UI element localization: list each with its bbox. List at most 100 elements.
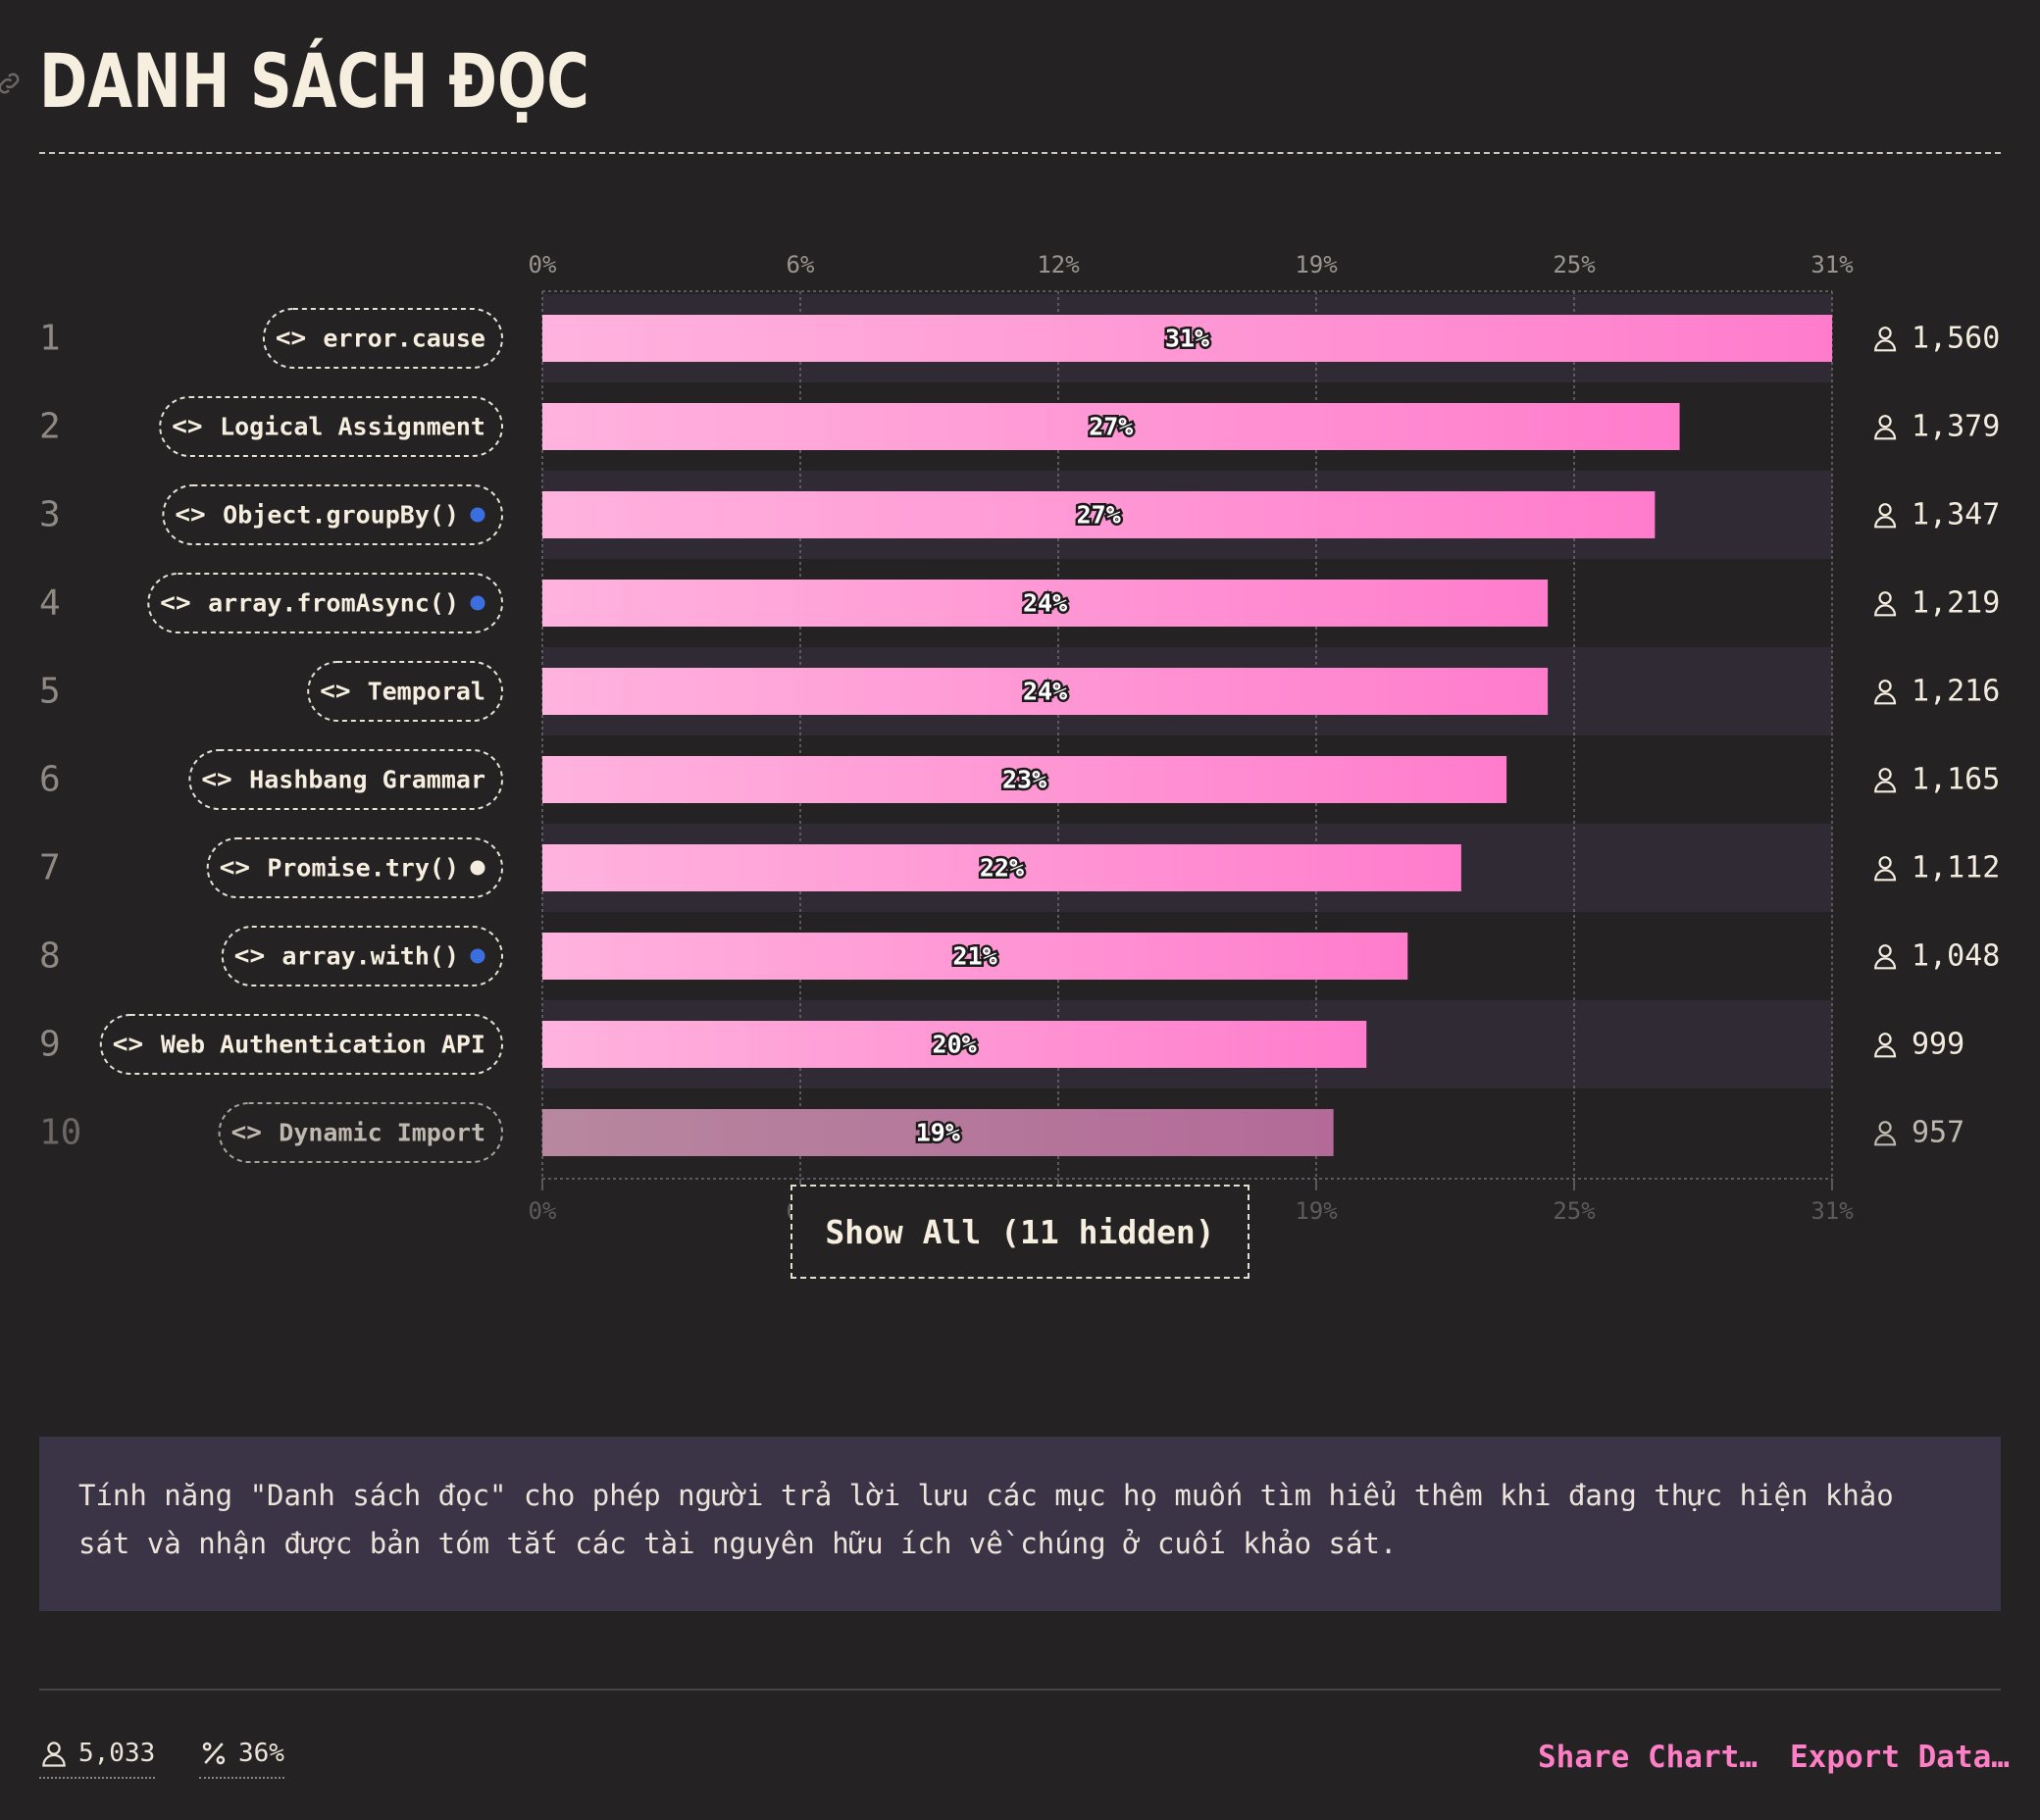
respondent-count: 1,112 [1912,851,2000,885]
bar[interactable] [542,844,1461,891]
percent-value: 36% [238,1739,284,1768]
title-divider [39,152,2001,154]
x-tick-label-bottom: 19% [1295,1197,1338,1225]
feature-pill[interactable] [218,1102,503,1163]
respondents-count: 5,033 [78,1739,156,1768]
user-icon [1874,856,1897,882]
rank-number: 4 [39,583,61,624]
feature-label: Temporal [368,678,485,706]
rank-number: 10 [39,1113,81,1153]
bar[interactable] [542,756,1507,803]
feature-pill[interactable] [159,396,503,457]
percent-icon [202,1742,226,1765]
export-data-button[interactable]: Export Data… [1790,1740,2010,1775]
feature-pill[interactable] [262,308,503,369]
bar-value-label: 31% [1165,325,1209,353]
status-dot [470,507,485,523]
bar[interactable] [542,933,1408,980]
rank-number: 2 [39,407,61,447]
feature-pill[interactable] [99,1014,504,1075]
feature-pill[interactable] [147,573,504,633]
bar-value-label: 21% [953,942,997,971]
feature-pill[interactable] [206,837,503,898]
x-tick-label-top: 31% [1810,251,1854,278]
page-title: DANH SÁCH ĐỌC [39,37,589,125]
bar[interactable] [542,403,1680,450]
bar[interactable] [542,491,1656,538]
user-icon [1874,680,1897,705]
user-icon [1874,768,1897,793]
bar-value-label: 27% [1077,501,1121,530]
x-tick-label-top: 12% [1037,251,1080,278]
respondent-count: 1,048 [1912,939,2000,974]
chart-description: Tính năng "Danh sách đọc" cho phép người… [39,1437,2001,1611]
status-dot [470,860,485,876]
bar-value-label: 19% [916,1119,960,1147]
bar-value-label: 23% [1002,766,1046,794]
bar-value-label: 20% [933,1031,977,1059]
code-icon: <> [320,677,350,706]
bar-value-label: 24% [1023,589,1067,618]
bar-value-label: 24% [1023,678,1067,706]
rank-number: 9 [39,1025,61,1065]
bar[interactable] [542,315,1832,362]
status-dot [470,595,485,611]
x-tick-label-bottom: 31% [1810,1197,1854,1225]
code-icon: <> [175,500,205,530]
x-tick-label-bottom: 25% [1553,1197,1596,1225]
feature-pill[interactable] [188,749,503,810]
user-icon [1874,503,1897,529]
rank-number: 7 [39,848,61,888]
user-icon [1874,944,1897,970]
bar-value-label: 27% [1089,413,1133,441]
respondent-count: 1,347 [1912,498,2000,532]
feature-label: error.cause [323,325,485,353]
respondent-count: 1,560 [1912,322,2000,356]
footer-divider [39,1689,2001,1691]
rank-number: 1 [39,319,61,359]
bar[interactable] [542,1021,1367,1068]
feature-pill[interactable] [221,926,504,986]
show-all-button[interactable]: Show All (11 hidden) [790,1185,1250,1279]
status-dot [470,948,485,964]
user-icon [1874,1033,1897,1058]
percent-stat[interactable]: 36% [199,1736,284,1779]
code-icon: <> [234,941,265,971]
feature-pill[interactable] [307,661,504,722]
bar[interactable] [542,668,1549,715]
rank-number: 5 [39,672,61,712]
code-icon: <> [201,765,231,794]
code-icon: <> [160,588,190,618]
user-icon [1874,415,1897,440]
user-icon [1874,327,1897,352]
user-icon [42,1742,66,1767]
feature-label: array.with() [281,942,459,971]
feature-label: Promise.try() [267,854,459,883]
x-tick-label-bottom: 0% [529,1197,557,1225]
bar[interactable] [542,580,1549,627]
feature-label: Hashbang Grammar [249,766,485,794]
respondent-count: 1,165 [1912,763,2000,797]
respondent-count: 1,216 [1912,675,2000,709]
feature-label: Web Authentication API [161,1031,485,1059]
share-chart-button[interactable]: Share Chart… [1538,1740,1758,1775]
feature-pill[interactable] [162,484,503,545]
rank-number: 8 [39,936,61,977]
code-icon: <> [220,853,250,883]
feature-label: array.fromAsync() [208,589,459,618]
respondent-count: 957 [1912,1116,1964,1150]
rank-number: 3 [39,495,61,535]
bar[interactable] [542,1109,1334,1156]
respondent-count: 1,379 [1912,410,2000,444]
x-tick-label-top: 25% [1553,251,1596,278]
code-icon: <> [113,1030,143,1059]
feature-label: Logical Assignment [220,413,485,441]
feature-label: Object.groupBy() [223,501,459,530]
x-tick-label-top: 0% [529,251,557,278]
code-icon: <> [172,412,202,441]
x-tick-label-top: 19% [1295,251,1338,278]
x-tick-label-top: 6% [787,251,815,278]
feature-label: Dynamic Import [279,1119,485,1147]
respondents-stat[interactable]: 5,033 [39,1736,156,1779]
link-icon[interactable] [0,69,24,98]
